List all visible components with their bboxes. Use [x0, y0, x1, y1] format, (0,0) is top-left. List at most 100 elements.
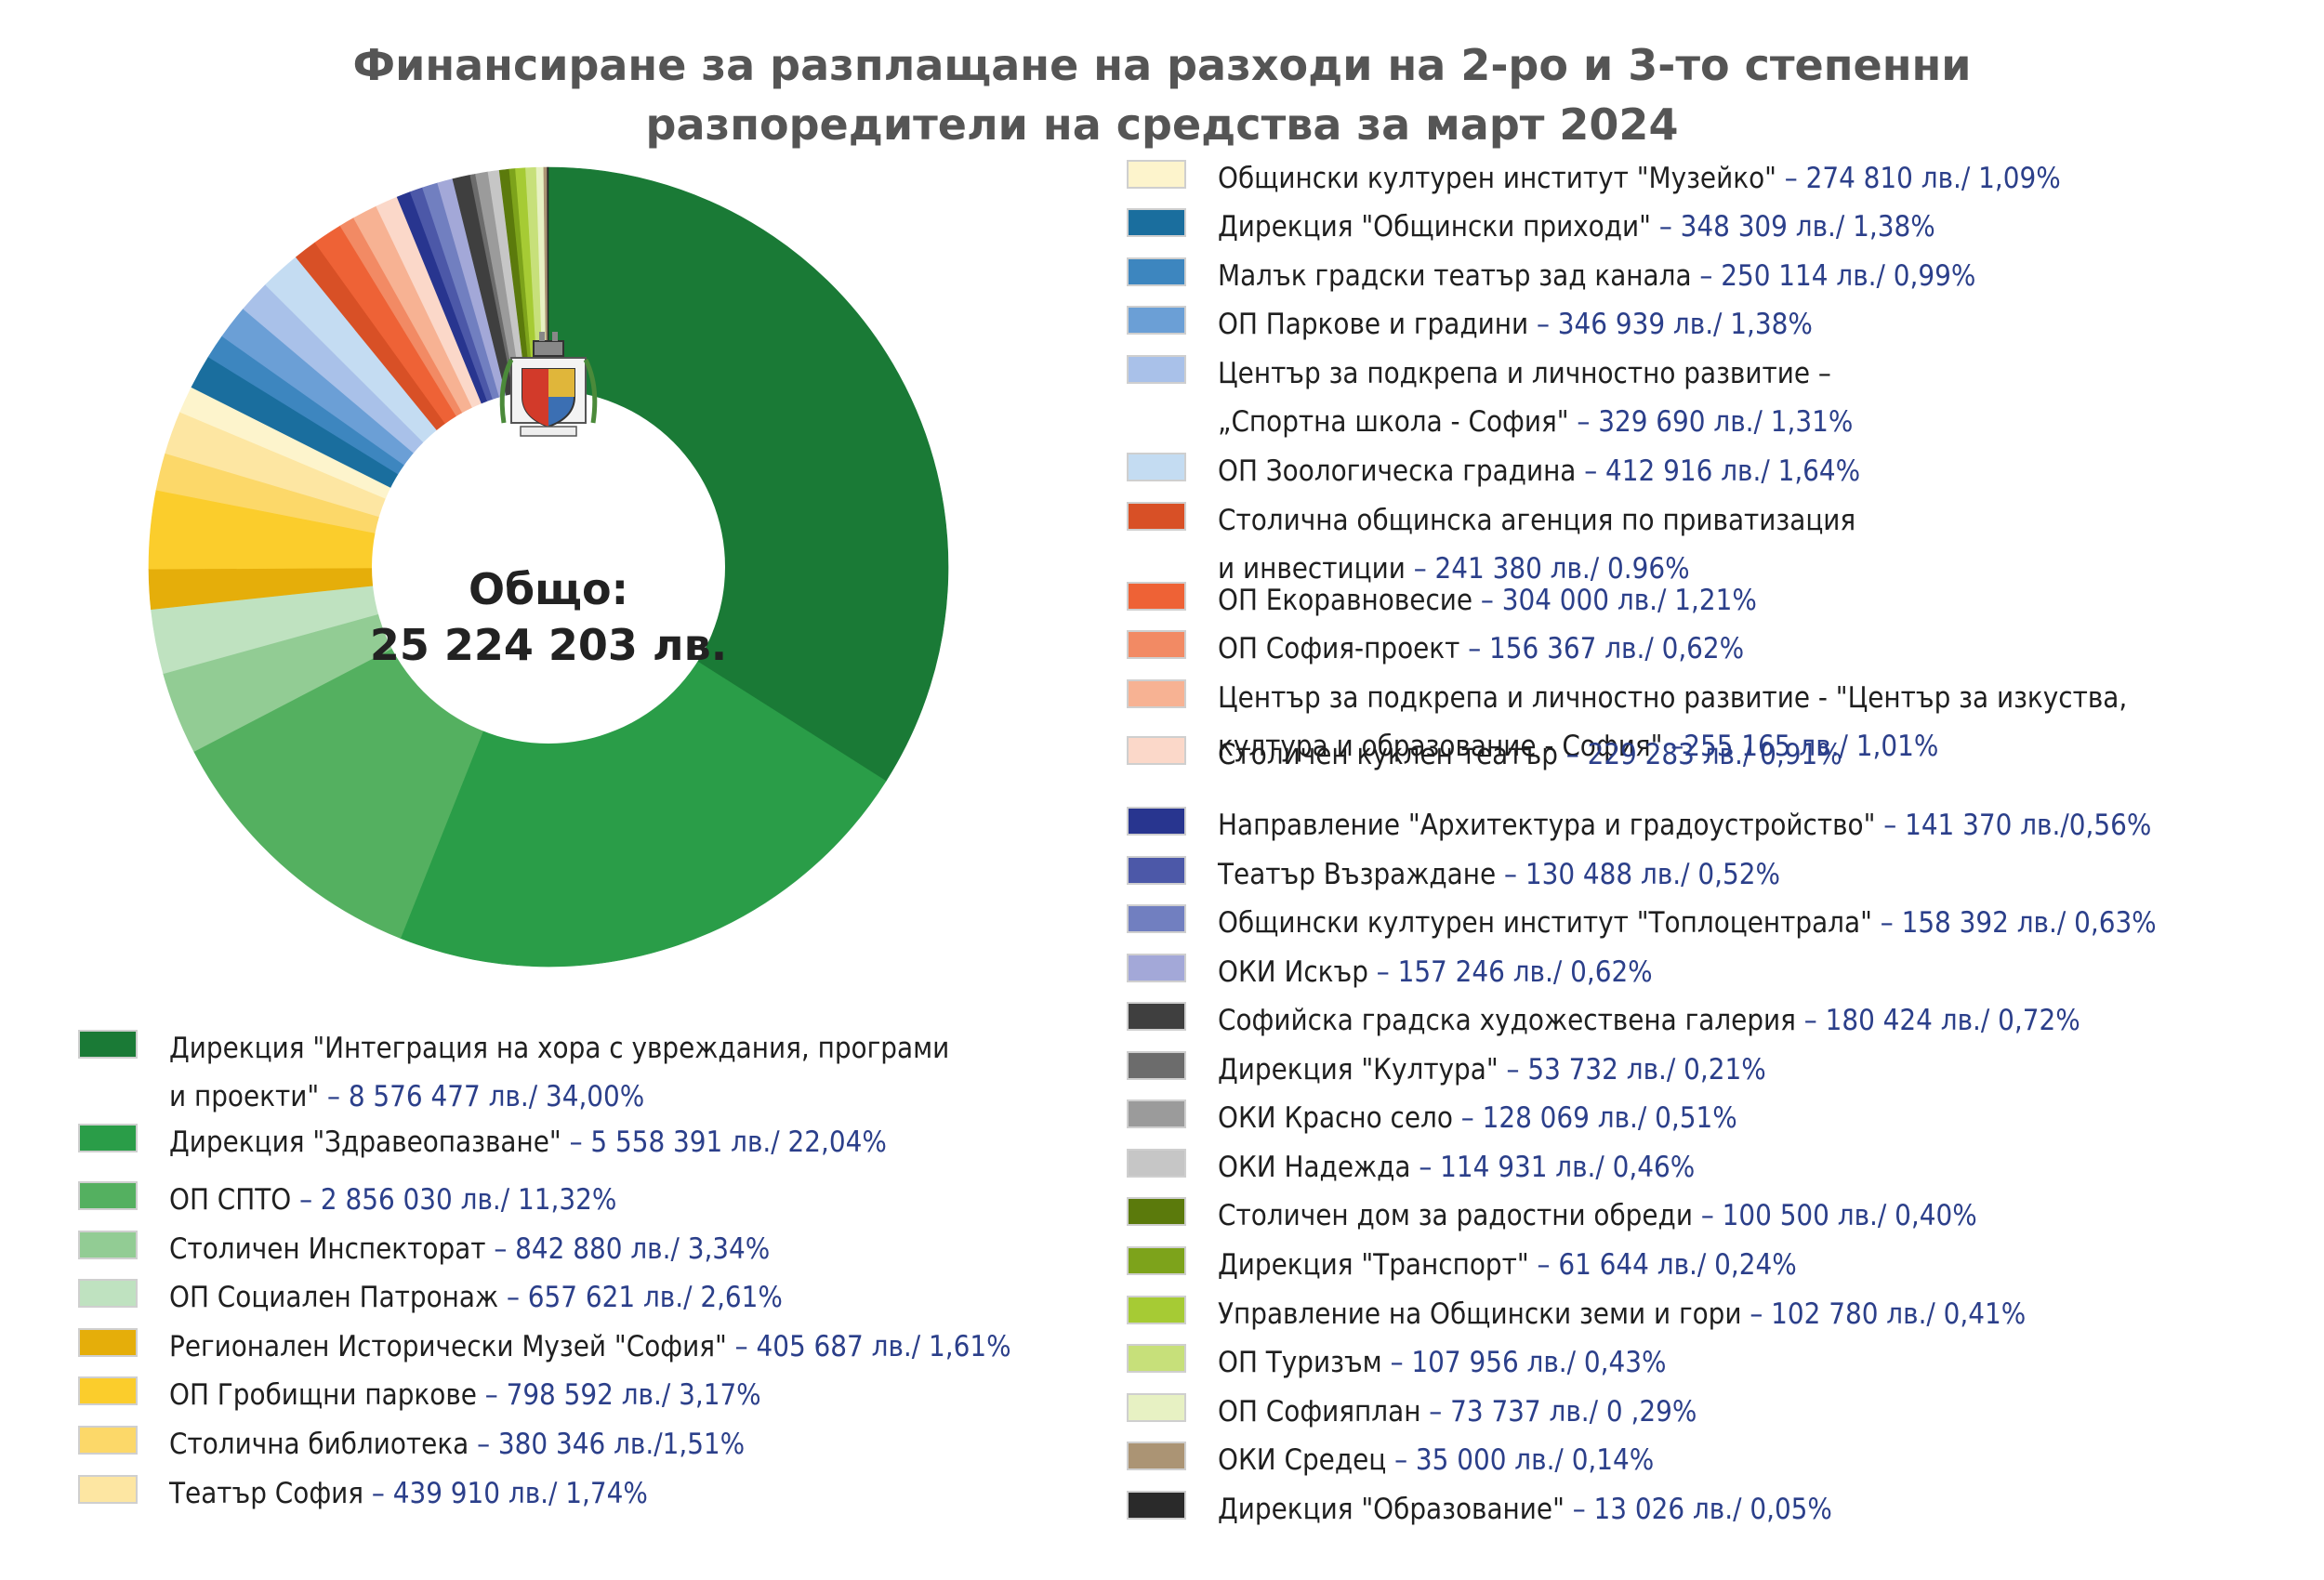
legend-value-32: – 107 956 лв./ 0,43% [1381, 1346, 1667, 1379]
legend-label-10-line-1: Общински културен институт "Музейко" [1218, 162, 1776, 195]
legend-value-26: – 53 732 лв./ 0,21% [1498, 1053, 1766, 1086]
legend-item-13: ОП Паркове и градини – 346 939 лв./ 1,38… [1127, 300, 1813, 349]
legend-swatch-6 [78, 1328, 138, 1357]
legend-label-35-line-1: Дирекция "Образование" [1218, 1493, 1565, 1526]
legend-swatch-19 [1127, 679, 1186, 708]
legend-value-16: – 241 380 лв./ 0.96% [1405, 552, 1690, 586]
legend-label-13-line-1: ОП Паркове и градини [1218, 308, 1529, 341]
legend-swatch-18 [1127, 630, 1186, 659]
legend-label-1-line-1: Дирекция "Интеграция на хора с увреждани… [169, 1032, 950, 1065]
legend-label-30: Дирекция "Транспорт" – 61 644 лв./ 0,24% [1218, 1241, 1797, 1289]
legend-label-9: Театър София – 439 910 лв./ 1,74% [169, 1469, 648, 1518]
legend-swatch-2 [78, 1124, 138, 1152]
legend-item-19: Център за подкрепа и личностно развитие … [1127, 674, 2127, 770]
legend-label-19: Център за подкрепа и личностно развитие … [1218, 674, 2127, 770]
legend-value-12: – 250 114 лв./ 0,99% [1691, 259, 1976, 293]
legend-value-33: – 73 737 лв./ 0 ,29% [1420, 1395, 1697, 1429]
legend-item-31: Управление на Общински земи и гори – 102… [1127, 1290, 2026, 1338]
legend-label-1-line-2: и проекти" [169, 1080, 320, 1113]
legend-value-25: – 180 424 лв./ 0,72% [1795, 1004, 2080, 1037]
legend-swatch-33 [1127, 1393, 1186, 1422]
legend-value-9: – 439 910 лв./ 1,74% [363, 1477, 648, 1510]
legend-label-21: Направление "Архитектура и градоустройст… [1218, 801, 2151, 849]
legend-value-10: – 274 810 лв./ 1,09% [1776, 162, 2061, 195]
legend-item-33: ОП Софияплан – 73 737 лв./ 0 ,29% [1127, 1388, 1697, 1436]
legend-swatch-21 [1127, 807, 1186, 836]
legend-label-28: ОКИ Надежда – 114 931 лв./ 0,46% [1218, 1143, 1695, 1192]
legend-swatch-28 [1127, 1149, 1186, 1178]
legend-swatch-5 [78, 1279, 138, 1308]
legend-item-5: ОП Социален Патронаж – 657 621 лв./ 2,61… [78, 1273, 783, 1322]
legend-swatch-32 [1127, 1344, 1186, 1373]
legend-label-4-line-1: Столичен Инспекторат [169, 1232, 486, 1266]
legend-item-15: ОП Зоологическа градина – 412 916 лв./ 1… [1127, 447, 1860, 495]
legend-label-34: ОКИ Средец – 35 000 лв./ 0,14% [1218, 1436, 1654, 1484]
legend-value-6: – 405 687 лв./ 1,61% [726, 1330, 1011, 1363]
legend-label-5: ОП Социален Патронаж – 657 621 лв./ 2,61… [169, 1273, 783, 1322]
legend-label-16: Столична общинска агенция по приватизаци… [1218, 496, 1855, 593]
legend-item-6: Регионален Исторически Музей "София" – 4… [78, 1323, 1011, 1371]
legend-label-26-line-1: Дирекция "Култура" [1218, 1053, 1499, 1086]
legend-item-23: Общински културен институт "Топлоцентрал… [1127, 899, 2157, 947]
center-label-line-1: Общо: [469, 564, 628, 614]
legend-item-3: ОП СПТО – 2 856 030 лв./ 11,32% [78, 1176, 616, 1224]
legend-item-17: ОП Екоравновесие – 304 000 лв./ 1,21% [1127, 576, 1757, 625]
legend-label-12: Малък градски театър зад канала – 250 11… [1218, 252, 1975, 300]
legend-label-9-line-1: Театър София [169, 1477, 364, 1510]
legend-label-33-line-1: ОП Софияплан [1218, 1395, 1421, 1429]
legend-item-34: ОКИ Средец – 35 000 лв./ 0,14% [1127, 1436, 1654, 1484]
legend-label-27-line-1: ОКИ Красно село [1218, 1101, 1453, 1135]
legend-item-2: Дирекция "Здравеопазване" – 5 558 391 лв… [78, 1118, 887, 1166]
legend-swatch-1 [78, 1030, 138, 1059]
legend-swatch-7 [78, 1376, 138, 1405]
legend-value-23: – 158 392 лв./ 0,63% [1871, 906, 2157, 940]
legend-item-22: Театър Възраждане – 130 488 лв./ 0,52% [1127, 850, 1780, 899]
legend-value-18: – 156 367 лв./ 0,62% [1459, 632, 1745, 665]
legend-label-13: ОП Паркове и градини – 346 939 лв./ 1,38… [1218, 300, 1813, 349]
legend-item-4: Столичен Инспекторат – 842 880 лв./ 3,34… [78, 1225, 770, 1273]
legend-value-13: – 346 939 лв./ 1,38% [1528, 308, 1813, 341]
legend-item-8: Столична библиотека – 380 346 лв./1,51% [78, 1420, 745, 1468]
legend-item-28: ОКИ Надежда – 114 931 лв./ 0,46% [1127, 1143, 1695, 1192]
legend-swatch-23 [1127, 904, 1186, 933]
legend-label-20: Столичен куклен театър – 229 283 лв./ 0,… [1218, 731, 1842, 779]
legend-value-27: – 128 069 лв./ 0,51% [1452, 1101, 1737, 1135]
legend-swatch-20 [1127, 736, 1186, 765]
legend-item-10: Общински културен институт "Музейко" – 2… [1127, 154, 2061, 203]
legend-label-32-line-1: ОП Туризъм [1218, 1346, 1382, 1379]
legend-value-3: – 2 856 030 лв./ 11,32% [291, 1183, 617, 1217]
legend-value-20: – 229 283 лв./ 0,91% [1557, 738, 1842, 771]
legend-swatch-3 [78, 1181, 138, 1210]
legend-value-29: – 100 500 лв./ 0,40% [1692, 1199, 1977, 1232]
legend-swatch-12 [1127, 257, 1186, 286]
legend-value-4: – 842 880 лв./ 3,34% [485, 1232, 771, 1266]
legend-value-21: – 141 370 лв./0,56% [1875, 809, 2152, 842]
legend-value-35: – 13 026 лв./ 0,05% [1564, 1493, 1832, 1526]
legend-label-2-line-1: Дирекция "Здравеопазване" [169, 1126, 561, 1159]
legend-value-30: – 61 644 лв./ 0,24% [1528, 1248, 1797, 1282]
legend-label-3-line-1: ОП СПТО [169, 1183, 292, 1217]
legend-label-16-line-2: и инвестиции [1218, 552, 1406, 586]
legend-value-28: – 114 931 лв./ 0,46% [1410, 1151, 1696, 1184]
legend-label-31-line-1: Управление на Общински земи и гори [1218, 1297, 1742, 1331]
legend-label-18: ОП София-проект – 156 367 лв./ 0,62% [1218, 625, 1744, 673]
legend-label-2: Дирекция "Здравеопазване" – 5 558 391 лв… [169, 1118, 887, 1166]
legend-swatch-8 [78, 1426, 138, 1455]
legend-label-12-line-1: Малък градски театър зад канала [1218, 259, 1692, 293]
legend-label-33: ОП Софияплан – 73 737 лв./ 0 ,29% [1218, 1388, 1697, 1436]
legend-item-32: ОП Туризъм – 107 956 лв./ 0,43% [1127, 1338, 1667, 1387]
donut-chart: Общо: 25 224 203 лв. [148, 166, 949, 968]
legend-label-19-line-1: Център за подкрепа и личностно развитие … [1218, 681, 2128, 715]
legend-item-35: Дирекция "Образование" – 13 026 лв./ 0,0… [1127, 1485, 1832, 1534]
legend-value-14: – 329 690 лв./ 1,31% [1568, 405, 1854, 439]
legend-swatch-31 [1127, 1296, 1186, 1324]
donut-hole [372, 390, 725, 744]
legend-item-29: Столичен дом за радостни обреди – 100 50… [1127, 1192, 1977, 1240]
legend-label-11-line-1: Дирекция "Общински приходи" [1218, 210, 1651, 244]
legend-label-4: Столичен Инспекторат – 842 880 лв./ 3,34… [169, 1225, 770, 1273]
legend-label-22-line-1: Театър Възраждане [1218, 858, 1497, 891]
legend-swatch-29 [1127, 1197, 1186, 1226]
legend-label-14-line-2: „Спортна школа - София" [1218, 405, 1569, 439]
legend-value-34: – 35 000 лв./ 0,14% [1386, 1443, 1655, 1477]
legend-value-7: – 798 592 лв./ 3,17% [476, 1378, 761, 1412]
